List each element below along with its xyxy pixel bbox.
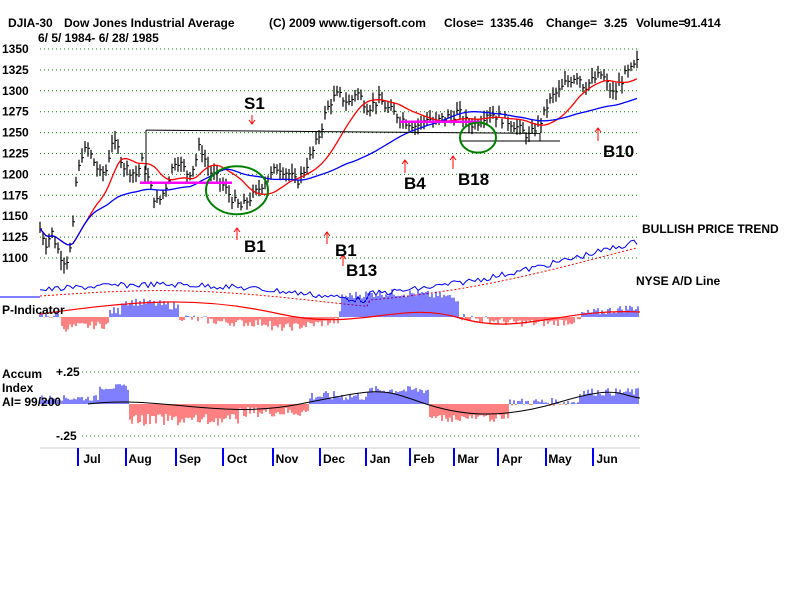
chart-header-symbol: DJIA-30 bbox=[8, 16, 53, 30]
price-tick-label: 1125 bbox=[2, 230, 28, 244]
month-label: Feb bbox=[413, 452, 434, 466]
signal-arrow-head bbox=[323, 231, 331, 237]
signal-circle bbox=[205, 165, 269, 216]
resistance-line bbox=[145, 129, 541, 141]
bullish-trend-label: BULLISH PRICE TREND bbox=[642, 222, 779, 236]
index-label: Index bbox=[2, 381, 34, 395]
chart-header-close-value: 1335.46 bbox=[490, 16, 534, 30]
month-label: Apr bbox=[502, 452, 523, 466]
chart-header-name: Dow Jones Industrial Average bbox=[64, 16, 235, 30]
signal-arrow-head bbox=[339, 254, 347, 260]
month-label: Dec bbox=[323, 452, 345, 466]
month-label: Mar bbox=[457, 452, 479, 466]
chart-header-volume-label: Volume= bbox=[636, 16, 686, 30]
chart-header-volume-value: 91.414 bbox=[684, 16, 721, 30]
price-tick-label: 1175 bbox=[2, 188, 28, 202]
signal-arrow-head bbox=[233, 227, 241, 233]
ma-21-line bbox=[39, 78, 638, 246]
month-label: Sep bbox=[179, 452, 201, 466]
p-indicator-label: P-Indicator bbox=[2, 303, 65, 317]
signal-arrow-head bbox=[449, 155, 457, 161]
price-tick-label: 1325 bbox=[2, 63, 29, 77]
price-tick-label: 1275 bbox=[2, 105, 29, 119]
chart-header-copyright: (C) 2009 www.tigersoft.com bbox=[269, 16, 426, 30]
month-label: Aug bbox=[128, 452, 151, 466]
nyse-ad-line bbox=[39, 239, 638, 304]
ai-value-label: AI= 99/200 bbox=[2, 395, 61, 409]
signal-label-b1: B1 bbox=[335, 241, 357, 260]
price-tick-label: 1200 bbox=[2, 167, 29, 181]
ma-65-line bbox=[39, 97, 638, 246]
signal-label-b13: B13 bbox=[346, 261, 377, 280]
chart-date-range: 6/ 5/ 1984- 6/ 28/ 1985 bbox=[38, 31, 159, 45]
signal-arrow-head bbox=[248, 119, 256, 125]
price-tick-label: 1225 bbox=[2, 147, 29, 161]
month-label: Nov bbox=[276, 452, 299, 466]
signal-arrow-head bbox=[594, 127, 602, 133]
chart-labels: 1100 1125 1150 1175 1200 1225 1250 1275 1300 1325… bbox=[2, 42, 779, 466]
accum-label: Accum bbox=[2, 367, 42, 381]
p-indicator-ma bbox=[39, 301, 641, 325]
signal-arrow-head bbox=[401, 159, 409, 165]
nyse-ad-label: NYSE A/D Line bbox=[636, 274, 721, 288]
chart-header-change-label: Change= bbox=[546, 16, 598, 30]
chart-overlays bbox=[39, 78, 638, 266]
month-label: Jun bbox=[596, 452, 617, 466]
chart-header-close-label: Close= bbox=[444, 16, 484, 30]
month-label: Oct bbox=[227, 452, 247, 466]
signal-circle bbox=[459, 121, 497, 154]
signal-label-b10: B10 bbox=[603, 142, 634, 161]
signal-label-b1: B1 bbox=[244, 237, 266, 256]
accum-upper-tick: +.25 bbox=[56, 365, 80, 379]
accum-lower-tick: -.25 bbox=[56, 429, 77, 443]
signal-label-b18: B18 bbox=[458, 170, 489, 189]
price-tick-label: 1100 bbox=[2, 251, 28, 265]
lower-panels bbox=[0, 239, 641, 466]
signal-label-s1: S1 bbox=[244, 94, 265, 113]
nyse-ad-ma bbox=[39, 247, 638, 307]
price-tick-label: 1150 bbox=[2, 209, 28, 223]
chart-header-change-value: 3.25 bbox=[604, 16, 628, 30]
price-tick-label: 1350 bbox=[2, 42, 29, 56]
month-label: May bbox=[548, 452, 572, 466]
price-tick-label: 1250 bbox=[2, 126, 29, 140]
price-tick-label: 1300 bbox=[2, 84, 29, 98]
signal-label-b4: B4 bbox=[404, 174, 426, 193]
month-label: Jul bbox=[83, 452, 100, 466]
month-label: Jan bbox=[370, 452, 391, 466]
price-grid bbox=[40, 48, 640, 259]
accum-index-ma bbox=[87, 391, 641, 415]
